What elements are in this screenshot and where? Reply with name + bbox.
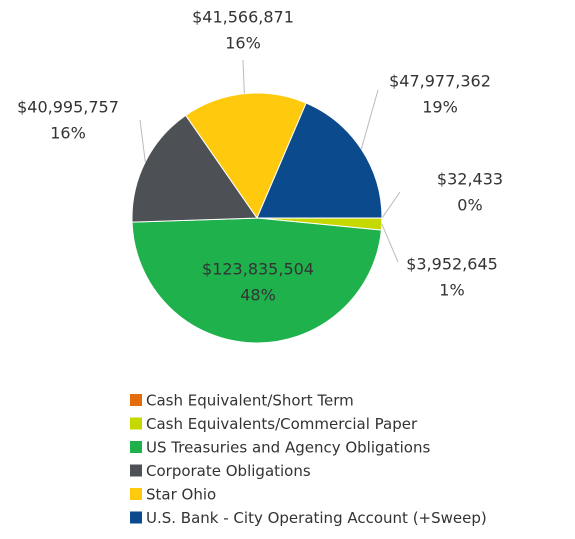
data-label: $123,835,504 [202, 260, 314, 279]
legend-swatch [130, 441, 142, 453]
legend-swatch [130, 394, 142, 406]
data-label: $32,433 [437, 170, 503, 189]
legend-label: Cash Equivalents/Commercial Paper [146, 415, 418, 433]
legend-label: U.S. Bank - City Operating Account (+Swe… [146, 509, 487, 527]
legend-label: Star Ohio [146, 486, 216, 504]
pie-slice [132, 218, 381, 343]
percent-label: 1% [439, 281, 464, 300]
data-label: $41,566,871 [192, 8, 294, 27]
percent-label: 19% [422, 98, 458, 117]
legend-swatch [130, 488, 142, 500]
leader-line [382, 192, 400, 218]
legend-swatch [130, 512, 142, 524]
leader-line [243, 60, 244, 94]
legend-swatch [130, 418, 142, 430]
legend-label: Corporate Obligations [146, 462, 311, 480]
data-label: $3,952,645 [406, 255, 498, 274]
legend-swatch [130, 465, 142, 477]
legend-label: US Treasuries and Agency Obligations [146, 439, 430, 457]
percent-label: 0% [457, 196, 482, 215]
leader-line [140, 120, 145, 162]
leader-line [382, 224, 398, 262]
leader-line [361, 90, 378, 149]
data-label: $40,995,757 [17, 98, 119, 117]
percent-label: 16% [50, 124, 86, 143]
percent-label: 48% [240, 286, 276, 305]
data-label: $47,977,362 [389, 72, 491, 91]
legend-label: Cash Equivalent/Short Term [146, 392, 354, 410]
percent-label: 16% [225, 34, 261, 53]
